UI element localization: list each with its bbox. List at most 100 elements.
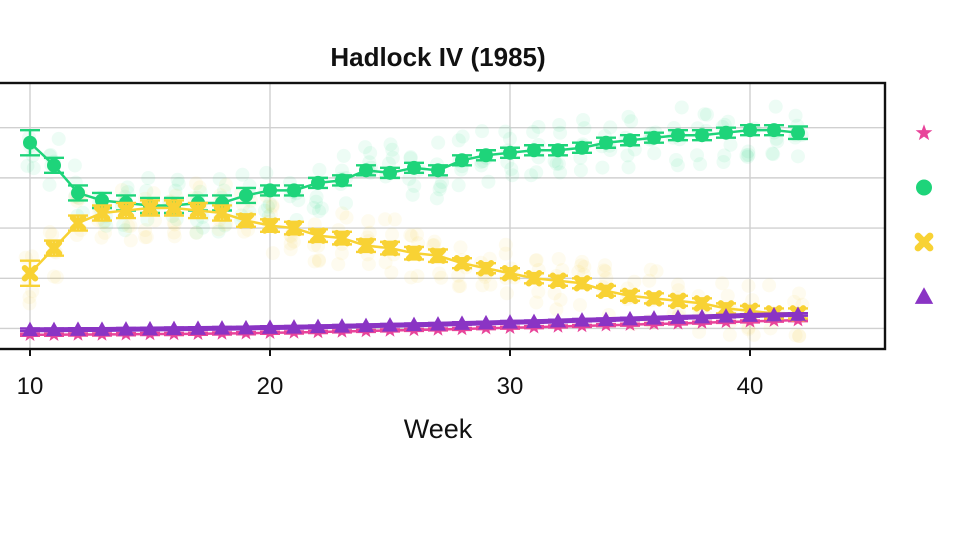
data-point-circle [791,125,805,140]
data-point-x [261,217,279,234]
background-sample-point [498,237,513,252]
data-point-circle [335,173,349,188]
data-point-triangle [117,321,135,336]
background-sample-point [481,174,496,189]
data-point-triangle [717,308,735,323]
background-sample-point [410,269,425,284]
background-sample-point [99,218,114,233]
background-sample-point [690,148,705,163]
background-sample-point [46,269,61,284]
background-sample-point [498,124,513,139]
background-sample-point [338,196,353,211]
background-sample-point [427,234,442,249]
background-sample-point [51,131,66,146]
background-sample-point [576,112,591,127]
background-sample-point [670,158,685,173]
background-sample-point [363,146,378,161]
x-axis: 10 20 30 40 [17,349,764,400]
background-sample-point [385,227,400,242]
background-sample-point [138,223,153,238]
background-sample-point [502,131,517,146]
data-point-triangle [285,319,303,334]
series-layer [20,123,808,341]
data-point-x [405,244,423,262]
background-sample-point [283,236,298,251]
background-sample-point [551,251,566,266]
background-sample-point [788,108,803,123]
background-sample-point [475,278,490,293]
background-sample-point [403,150,418,165]
background-sample-point [235,167,250,182]
data-point-triangle [765,306,783,322]
data-point-x [669,292,687,310]
background-sample-point [192,180,207,195]
background-sample-point [265,246,280,261]
background-sample-point [762,278,777,293]
data-point-circle [527,143,541,158]
background-sample-point [647,146,662,161]
background-sample-point [740,149,755,164]
data-point-x [621,287,639,305]
background-sample-point [334,246,349,261]
background-sample-point [434,270,449,285]
chart-title: Hadlock IV (1985) [330,42,545,72]
background-sample-point [309,194,324,209]
background-sample-point [571,264,586,279]
data-point-circle [383,165,397,180]
background-sample-point [524,168,539,183]
data-point-x [189,202,207,219]
data-point-x [453,254,471,272]
data-point-x [693,295,711,312]
data-point-triangle [621,310,639,326]
background-sample-point [166,215,181,230]
x-tick-label: 40 [737,373,764,400]
background-sample-point [385,142,400,157]
background-sample-point [453,279,468,294]
background-sample-point [286,234,301,249]
data-point-triangle [213,320,231,335]
background-sample-point [547,286,562,301]
data-point-triangle [525,313,543,329]
data-point-triangle [549,312,567,328]
background-sample-point [531,284,546,299]
background-sample-point [22,296,37,311]
background-sample-point [216,183,231,198]
data-point-triangle [669,309,687,324]
data-point-triangle [189,320,207,335]
data-point-triangle [693,308,711,324]
background-sample-point [383,137,398,152]
data-point-circle [311,175,325,190]
data-point-triangle [357,317,375,333]
background-sample-point [432,182,447,197]
background-sample-point [529,295,544,310]
data-point-triangle [333,318,351,333]
background-sample-point [114,182,129,197]
background-sample-point [385,150,400,165]
background-sample-point [189,225,204,240]
background-sample-point [259,165,274,180]
background-sample-point [451,279,466,294]
background-sample-point [599,271,614,286]
background-sample-point [336,148,351,163]
data-point-circle [623,133,637,148]
data-point-x [381,239,399,257]
background-sample-point [195,220,210,235]
background-sample-point [792,286,807,301]
background-sample-point [331,257,346,272]
x-tick-label: 20 [257,373,284,400]
data-point-triangle [429,316,447,331]
data-point-triangle [501,314,519,329]
data-point-x [69,214,87,232]
background-sample-point [788,328,803,343]
background-sample-point [358,140,373,155]
background-sample-point [621,160,636,175]
background-sample-point [141,171,156,186]
background-sample-point [312,162,327,177]
background-sample-point [432,266,447,281]
background-sample-point [505,168,520,183]
background-sample-point [572,297,587,312]
background-sample-point [498,246,513,261]
data-point-circle [551,143,565,158]
legend-marker-circle [916,179,932,196]
legend-marker-star [915,124,933,141]
